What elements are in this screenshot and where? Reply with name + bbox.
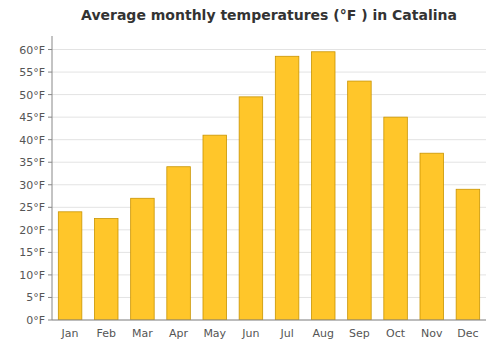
y-tick-label: 60°F xyxy=(19,44,45,57)
y-tick-label: 5°F xyxy=(26,291,45,304)
y-tick-label: 0°F xyxy=(26,314,45,327)
x-tick-label: Nov xyxy=(421,327,443,340)
y-tick xyxy=(48,297,52,298)
bar xyxy=(203,135,227,320)
y-axis-line xyxy=(52,36,53,320)
y-tick-label: 25°F xyxy=(19,201,45,214)
y-tick-label: 30°F xyxy=(19,179,45,192)
x-tick-label: Sep xyxy=(349,327,370,340)
x-axis: Jan Feb Mar Apr May Jun Jul Aug Sep Oct Nov Dec xyxy=(61,327,479,340)
y-tick-label: 50°F xyxy=(19,89,45,102)
chart: Average monthly temperatures (°F ) in Ca… xyxy=(0,0,500,350)
bars xyxy=(58,52,479,320)
bar xyxy=(420,153,444,320)
y-tick xyxy=(48,252,52,253)
x-tick-label: Feb xyxy=(97,327,116,340)
y-tick-label: 15°F xyxy=(19,246,45,259)
y-tick xyxy=(48,49,52,50)
bar xyxy=(456,189,480,320)
bar xyxy=(131,198,155,320)
x-tick-label: Dec xyxy=(457,327,478,340)
x-axis-line xyxy=(52,320,486,321)
bar xyxy=(58,212,82,320)
y-tick xyxy=(48,274,52,275)
y-tick-label: 35°F xyxy=(19,156,45,169)
y-tick-label: 20°F xyxy=(19,224,45,237)
y-tick-label: 45°F xyxy=(19,111,45,124)
x-tick-label: Oct xyxy=(386,327,406,340)
bar xyxy=(275,56,299,320)
grid-line xyxy=(52,72,486,73)
grid xyxy=(52,50,486,320)
grid-line xyxy=(52,117,486,118)
y-tick xyxy=(48,72,52,73)
y-tick-label: 40°F xyxy=(19,134,45,147)
y-tick-label: 55°F xyxy=(19,66,45,79)
bar xyxy=(348,81,372,320)
x-tick-label: Apr xyxy=(169,327,189,340)
x-tick-label: Jan xyxy=(61,327,79,340)
bar xyxy=(239,97,263,320)
grid-line xyxy=(52,49,486,50)
bar xyxy=(94,219,118,320)
x-tick-label: Jun xyxy=(241,327,259,340)
y-tick xyxy=(48,139,52,140)
bar xyxy=(384,117,408,320)
y-tick-label: 10°F xyxy=(19,269,45,282)
y-tick xyxy=(48,94,52,95)
x-tick-label: Aug xyxy=(313,327,334,340)
x-tick-label: Mar xyxy=(132,327,153,340)
x-tick-label: May xyxy=(203,327,226,340)
bar xyxy=(167,167,191,320)
x-tick-label: Jul xyxy=(279,327,293,340)
y-tick xyxy=(48,184,52,185)
bar xyxy=(311,52,335,320)
y-tick xyxy=(48,117,52,118)
grid-line xyxy=(52,139,486,140)
y-tick xyxy=(48,207,52,208)
grid-line xyxy=(52,94,486,95)
title: Average monthly temperatures (°F ) in Ca… xyxy=(81,7,457,23)
grid-line xyxy=(52,320,486,321)
y-tick xyxy=(48,162,52,163)
y-tick xyxy=(48,320,52,321)
y-axis: 0°F 5°F 10°F 15°F 20°F 25°F 30°F 35°F 40°F 45°F 50… xyxy=(19,44,52,327)
y-tick xyxy=(48,229,52,230)
